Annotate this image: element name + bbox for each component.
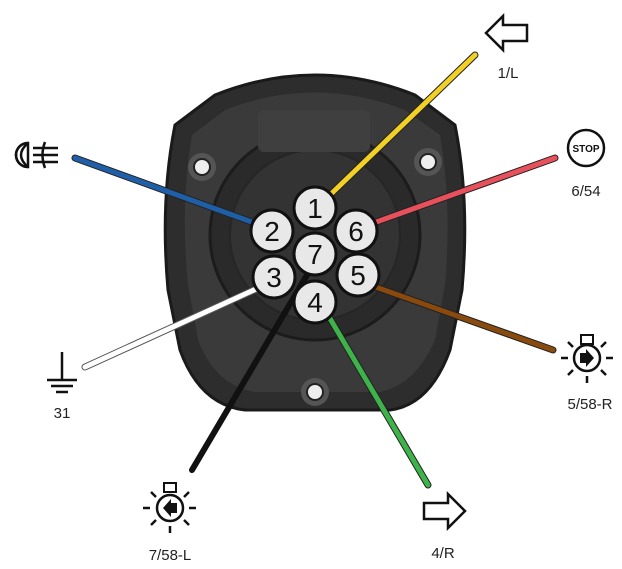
pin-1: 1 [292, 185, 338, 231]
pin-3: 3 [251, 254, 297, 300]
pin-7-label: 7/58-L [149, 547, 192, 564]
pin-4: 4 [292, 279, 338, 325]
wire-pin-7 [189, 267, 313, 473]
mount-hole-left [188, 153, 216, 181]
fog-light-icon [14, 141, 58, 169]
svg-text:2: 2 [264, 216, 280, 247]
svg-text:7: 7 [307, 239, 323, 270]
svg-text:3: 3 [266, 262, 282, 293]
svg-text:STOP: STOP [572, 144, 599, 155]
ground-icon [47, 352, 77, 394]
pins: 1 2 6 7 3 5 4 [249, 185, 381, 325]
pin-5-label: 5/58-R [567, 396, 612, 413]
pin-6: 6 [333, 208, 379, 254]
right-position-light-icon [561, 334, 613, 383]
left-position-light-icon [143, 482, 196, 533]
mount-hole-bottom [301, 378, 329, 406]
left-arrow-icon [484, 12, 529, 54]
svg-text:1: 1 [307, 193, 323, 224]
pin-7: 7 [292, 231, 338, 277]
mount-hole-right [414, 148, 442, 176]
wires [71, 51, 559, 489]
pin-4-label: 4/R [431, 545, 455, 562]
svg-text:6: 6 [348, 216, 364, 247]
stop-light-icon: STOP [566, 128, 606, 168]
right-arrow-icon [422, 490, 467, 532]
svg-text:4: 4 [307, 287, 323, 318]
pin-2: 2 [249, 208, 295, 254]
pin-5: 5 [335, 252, 381, 298]
pin-3-label: 31 [54, 405, 71, 422]
pin-1-label: 1/L [498, 65, 519, 82]
pin-6-label: 6/54 [571, 183, 600, 200]
svg-text:5: 5 [350, 260, 366, 291]
